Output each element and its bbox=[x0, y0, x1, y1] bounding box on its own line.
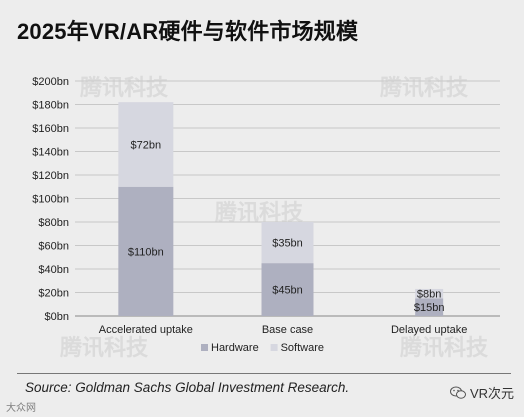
bottom-logo: 大众网 bbox=[6, 403, 36, 414]
y-tick-label: $120bn bbox=[32, 170, 69, 182]
x-axis-ticks: Accelerated uptake Base case Delayed uptak… bbox=[99, 324, 468, 336]
bar-software bbox=[261, 222, 314, 264]
x-tick-label: Accelerated uptake bbox=[99, 324, 193, 336]
legend: Hardware Software bbox=[201, 342, 324, 354]
data-label: $110bn bbox=[128, 246, 164, 258]
y-tick-label: $40bn bbox=[38, 264, 69, 276]
legend-swatch bbox=[270, 344, 278, 351]
source-divider bbox=[17, 373, 511, 374]
legend-swatch bbox=[201, 344, 208, 351]
bar-software bbox=[118, 102, 174, 187]
wechat-account[interactable]: VR次元 bbox=[449, 383, 514, 402]
legend-label: Software bbox=[281, 342, 324, 354]
data-label: $45bn bbox=[272, 285, 303, 297]
y-axis-ticks: $0bn $20bn $40bn $60bn $80bn $100bn $120bn $140… bbox=[32, 76, 69, 323]
bars: $110bn $72bn $45bn $35bn $15bn$8bn bbox=[118, 102, 444, 316]
data-label: $8bn bbox=[417, 289, 441, 301]
data-label: $15bn bbox=[414, 302, 445, 314]
y-tick-label: $200bn bbox=[32, 76, 69, 88]
source-note: Source: Goldman Sachs Global Investment … bbox=[25, 380, 350, 395]
x-tick-label: Delayed uptake bbox=[391, 324, 467, 336]
data-label: $72bn bbox=[131, 139, 162, 151]
y-tick-label: $100bn bbox=[32, 194, 69, 206]
y-tick-label: $140bn bbox=[32, 147, 69, 159]
legend-label: Hardware bbox=[211, 342, 259, 354]
bar-hardware bbox=[118, 186, 174, 316]
chart-title: 2025年VR/AR硬件与软件市场规模 bbox=[17, 19, 359, 44]
y-tick-label: $60bn bbox=[38, 241, 69, 253]
y-tick-label: $160bn bbox=[32, 123, 69, 135]
bar-hardware bbox=[415, 298, 444, 316]
bar-hardware bbox=[261, 263, 314, 316]
x-tick-label: Base case bbox=[262, 324, 313, 336]
wechat-label: VR次元 bbox=[469, 386, 514, 401]
bar-software bbox=[415, 288, 444, 299]
y-tick-label: $0bn bbox=[45, 311, 69, 323]
data-label: $35bn bbox=[272, 238, 303, 250]
y-tick-label: $180bn bbox=[32, 100, 69, 112]
y-tick-label: $80bn bbox=[38, 217, 69, 229]
wechat-icon bbox=[449, 386, 466, 399]
y-tick-label: $20bn bbox=[38, 288, 69, 300]
